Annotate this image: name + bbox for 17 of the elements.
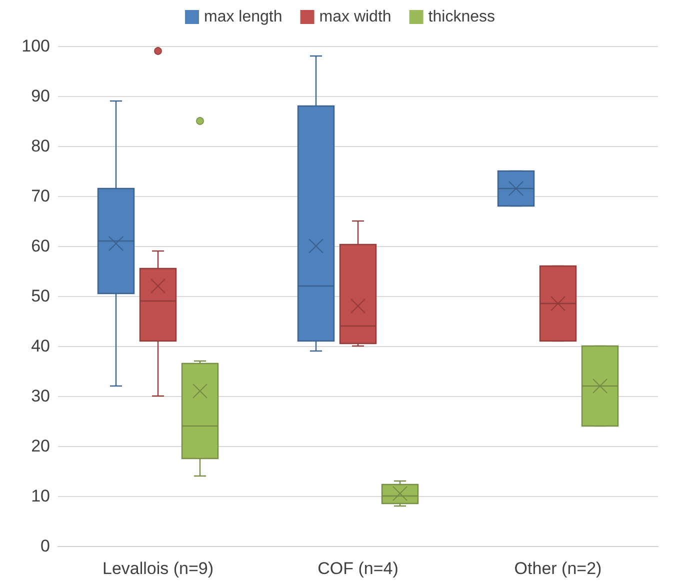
legend-label: max length (204, 8, 282, 26)
y-tick-label: 40 (31, 336, 50, 356)
y-tick-label: 90 (31, 86, 50, 106)
y-tick-label: 80 (31, 136, 50, 156)
legend-label: max width (319, 8, 392, 26)
y-tick-label: 70 (31, 186, 50, 206)
y-tick-label: 60 (31, 236, 50, 256)
y-tick-label: 20 (31, 436, 50, 456)
x-tick-label: Levallois (n=9) (102, 559, 214, 578)
y-tick-label: 10 (31, 486, 50, 506)
x-tick-label: COF (n=4) (318, 559, 398, 578)
y-tick-label: 100 (22, 36, 50, 56)
x-tick-label: Other (n=2) (514, 559, 602, 578)
y-tick-label: 30 (31, 386, 50, 406)
y-tick-label: 50 (31, 286, 50, 306)
y-tick-label: 0 (40, 536, 50, 556)
legend-label: thickness (428, 8, 495, 26)
